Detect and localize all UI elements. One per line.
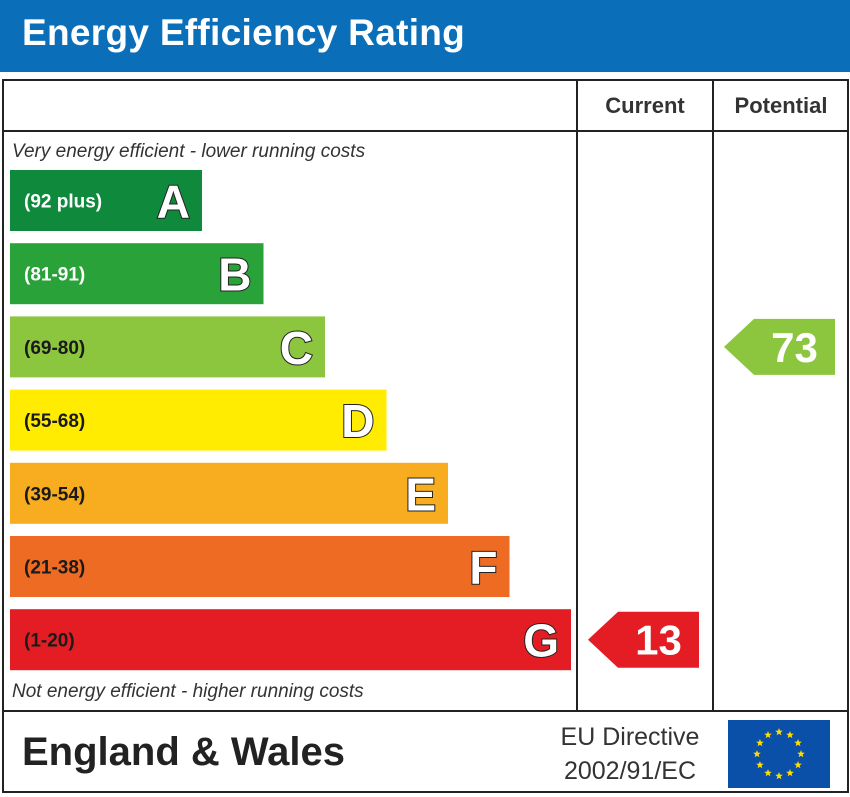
eu-star-icon [775,728,783,736]
potential-rating-shape [724,318,835,375]
eu-star-icon [775,772,783,780]
band-range-label: (81-91) [24,265,85,286]
band-g: (1-20) G [10,609,571,671]
eu-star-icon [756,739,764,747]
table-frame [2,79,849,793]
band-bar-g [10,609,571,671]
band-letter: B [218,249,251,301]
potential-rating-arrow: 73 [724,318,835,375]
band-range-label: (39-54) [24,484,85,505]
band-letter: C [280,322,313,374]
note-very-efficient: Very energy efficient - lower running co… [12,141,366,162]
current-rating-value: 13 [635,617,682,664]
current-rating-shape [588,611,699,668]
band-range-label: (21-38) [24,558,85,579]
band-bar-f [10,536,510,597]
band-bar-a [10,170,202,231]
band-d: (55-68) D [10,389,387,451]
page-title: Energy Efficiency Rating [22,12,466,53]
column-header-potential: Potential [735,93,828,118]
band-bar-b [10,243,264,305]
band-b: (81-91) B [10,243,264,305]
eu-star-icon [786,769,794,777]
footer-directive-line2: 2002/91/EC [564,757,696,785]
header-bar: Energy Efficiency Rating [0,0,850,72]
footer-region-label: England & Wales [22,730,345,774]
eu-flag-icon [728,720,830,788]
eu-star-icon [794,739,802,747]
eu-star-icon [786,730,794,739]
band-a: (92 plus) A [10,170,202,231]
band-f: (21-38) F [10,536,510,597]
note-not-efficient: Not energy efficient - higher running co… [12,681,364,702]
eu-star-icon [753,750,761,758]
eu-star-icon [797,750,805,758]
rating-bands: (92 plus) A (81-91) B (69-80) C (55-68) D (39-54… [10,170,571,671]
rating-scores: 13 73 [588,318,835,668]
band-letter: G [523,615,559,667]
eu-star-icon [794,761,802,769]
band-letter: F [469,542,497,594]
column-header-current: Current [605,93,685,118]
current-rating-arrow: 13 [588,611,699,668]
band-range-label: (1-20) [24,631,75,652]
band-e: (39-54) E [10,462,448,524]
band-range-label: (92 plus) [24,192,102,213]
eu-star-icon [756,761,764,769]
eu-star-icon [764,730,772,739]
band-bar-e [10,462,448,524]
band-letter: D [341,395,374,447]
band-c: (69-80) C [10,316,325,378]
band-range-label: (69-80) [24,338,85,359]
band-letter: E [405,468,436,520]
band-bar-c [10,316,325,378]
eu-star-icon [764,769,772,777]
band-range-label: (55-68) [24,411,85,432]
potential-rating-value: 73 [771,324,818,371]
band-bar-d [10,389,387,451]
band-letter: A [157,176,190,228]
footer-directive-line1: EU Directive [561,723,700,751]
